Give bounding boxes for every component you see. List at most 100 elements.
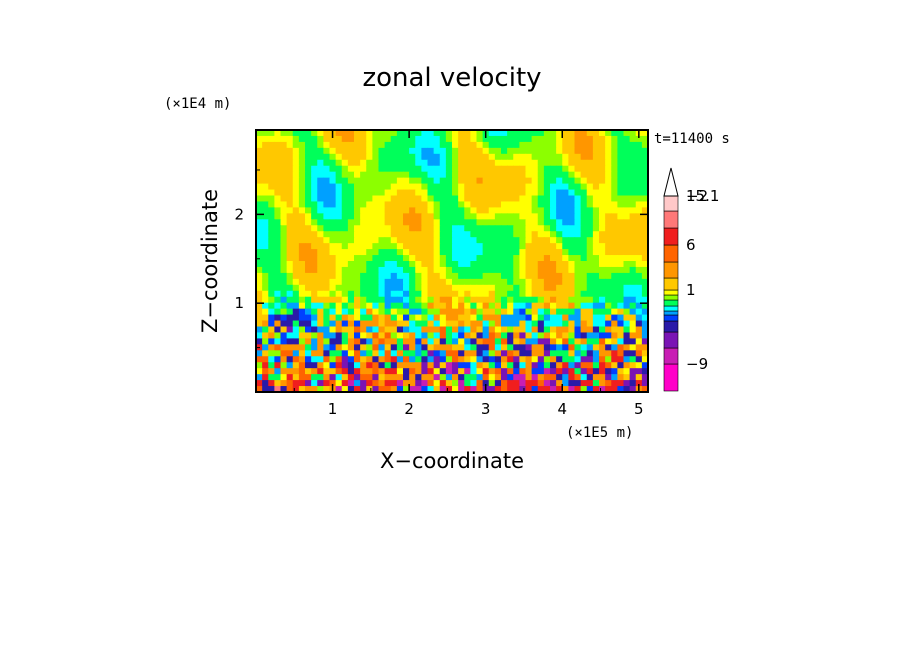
field-cell	[574, 350, 582, 357]
field-cell	[378, 362, 386, 369]
field-cell	[366, 147, 373, 155]
field-cell	[452, 356, 459, 363]
field-cell	[452, 130, 459, 137]
field-cell	[494, 153, 502, 161]
field-cell	[298, 255, 306, 262]
field-cell	[574, 266, 582, 274]
field-cell	[476, 255, 484, 262]
field-cell	[305, 314, 312, 322]
field-cell	[562, 374, 569, 381]
field-cell	[390, 272, 398, 280]
field-cell	[482, 195, 490, 203]
field-cell	[611, 141, 618, 149]
field-cell	[347, 147, 355, 155]
field-cell	[494, 356, 502, 363]
field-cell	[403, 249, 410, 256]
field-cell	[562, 249, 569, 256]
field-cell	[525, 141, 533, 149]
field-cell	[513, 249, 520, 256]
field-cell	[354, 344, 361, 351]
field-cell	[317, 374, 324, 381]
field-cell	[494, 266, 502, 274]
field-cell	[464, 213, 471, 220]
field-cell	[525, 261, 533, 268]
field-cell	[586, 350, 594, 357]
field-cell	[274, 314, 282, 322]
field-cell	[341, 243, 349, 250]
field-cell	[323, 314, 331, 322]
field-cell	[494, 362, 502, 369]
field-cell	[494, 296, 502, 304]
field-cell	[286, 332, 294, 339]
field-cell	[605, 290, 612, 298]
field-cell	[537, 302, 545, 310]
field-cell	[519, 338, 527, 345]
field-cell	[305, 249, 312, 256]
field-cell	[427, 225, 435, 232]
field-cell	[519, 130, 527, 137]
field-cell	[556, 135, 563, 143]
field-cell	[329, 201, 337, 208]
field-cell	[396, 266, 404, 274]
field-cell	[433, 225, 441, 232]
field-cell	[286, 368, 294, 375]
field-cell	[507, 177, 514, 185]
field-cell	[537, 326, 545, 334]
field-cell	[311, 130, 318, 137]
field-cell	[403, 356, 410, 363]
field-cell	[635, 165, 643, 173]
field-cell	[482, 302, 490, 310]
field-cell	[311, 278, 318, 286]
field-cell	[421, 189, 429, 197]
field-cell	[427, 356, 435, 363]
field-cell	[482, 213, 490, 220]
field-cell	[305, 338, 312, 345]
field-cell	[390, 266, 398, 274]
field-cell	[378, 135, 386, 143]
field-cell	[470, 278, 478, 286]
field-cell	[256, 290, 263, 298]
field-cell	[256, 177, 263, 185]
field-cell	[629, 177, 637, 185]
field-cell	[599, 278, 606, 286]
field-cell	[568, 278, 576, 286]
field-cell	[488, 165, 496, 173]
field-cell	[470, 207, 478, 214]
field-cell	[482, 272, 490, 280]
field-cell	[635, 302, 643, 310]
field-cell	[605, 338, 612, 345]
field-cell	[458, 302, 465, 310]
field-cell	[274, 141, 282, 149]
field-cell	[323, 344, 331, 351]
field-cell	[635, 261, 643, 268]
field-cell	[396, 213, 404, 220]
field-cell	[592, 350, 600, 357]
field-cell	[611, 189, 618, 197]
field-cell	[421, 255, 429, 262]
field-cell	[488, 314, 496, 322]
field-cell	[366, 183, 373, 191]
field-cell	[519, 207, 527, 214]
field-cell	[384, 326, 392, 334]
field-cell	[605, 147, 612, 155]
field-cell	[415, 165, 422, 173]
field-cell	[452, 350, 459, 357]
field-cell	[476, 225, 484, 232]
field-cell	[513, 326, 520, 334]
field-cell	[507, 272, 514, 280]
field-cell	[366, 255, 373, 262]
field-cell	[421, 320, 429, 328]
field-cell	[286, 356, 294, 363]
field-cell	[335, 380, 343, 387]
field-cell	[317, 177, 324, 185]
field-cell	[580, 266, 588, 274]
field-cell	[292, 266, 300, 274]
field-cell	[629, 130, 637, 137]
field-cell	[629, 320, 637, 328]
field-cell	[488, 356, 496, 363]
field-cell	[372, 147, 380, 155]
field-cell	[403, 296, 410, 304]
field-cell	[611, 308, 618, 316]
field-cell	[329, 284, 337, 292]
field-cell	[323, 266, 331, 274]
